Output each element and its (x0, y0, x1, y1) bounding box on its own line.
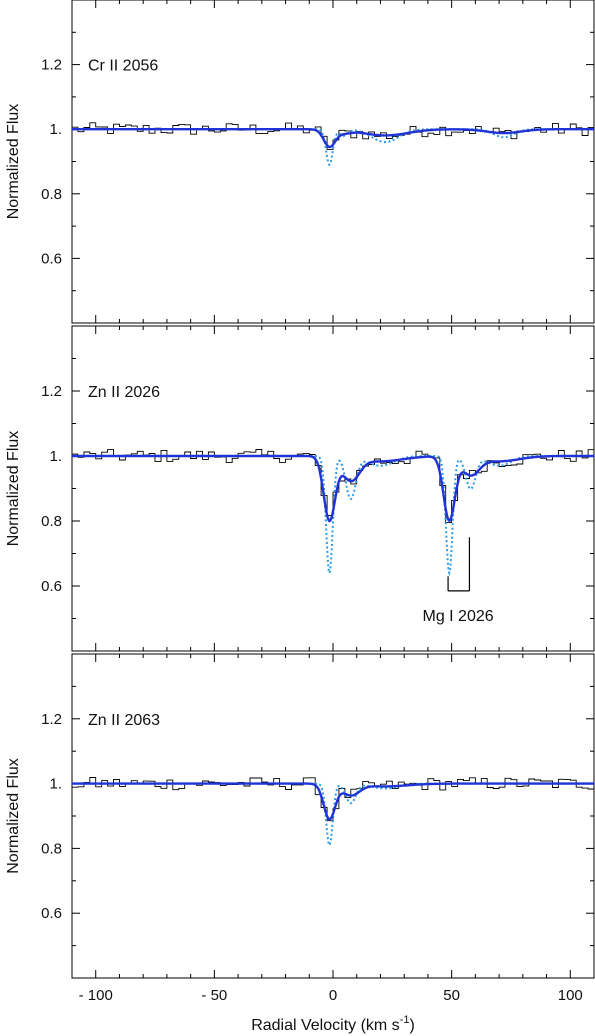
x-axis-title: Radial Velocity (km s-1) (251, 1014, 415, 1034)
panel-label: Zn II 2026 (88, 384, 160, 401)
x-tick-label: - 100 (79, 987, 113, 1004)
y-axis-title: Normalized Flux (5, 758, 22, 874)
y-tick-label: 0.8 (41, 513, 62, 530)
panel-plot-area (72, 449, 594, 577)
x-axis-title-sup: -1 (400, 1014, 410, 1026)
y-axis-title: Normalized Flux (5, 104, 22, 220)
y-tick-label: 0.6 (41, 250, 62, 267)
x-tick-label: 100 (558, 987, 583, 1004)
x-tick-label: 0 (329, 987, 337, 1004)
x-tick-label: - 50 (201, 987, 227, 1004)
panel-2: 0.6 0.8 1. 1.2 Normalized Flux Zn II 2026 Mg I… (5, 325, 595, 652)
y-tick-label: 1.2 (41, 711, 62, 728)
x-axis-title-main: Radial Velocity (km s (251, 1017, 400, 1034)
panel-plot-area (72, 122, 594, 167)
y-tick-label: 1. (49, 448, 62, 465)
panel-1: 0.6 0.8 1. 1.2 Normalized Flux Cr II 2056 (5, 0, 595, 324)
fit-model (72, 454, 594, 523)
panel-label: Zn II 2063 (88, 712, 160, 729)
y-tick-label: 1.2 (41, 383, 62, 400)
y-tick-label: 0.8 (41, 840, 62, 857)
y-tick-label: 1. (49, 121, 62, 138)
mg-annotation: Mg I 2026 (422, 608, 493, 625)
y-tick-label: 0.6 (41, 578, 62, 595)
y-tick-label: 0.8 (41, 186, 62, 203)
y-tick-label: 1. (49, 776, 62, 793)
fit-model (72, 782, 594, 821)
panel-frame (71, 0, 595, 324)
panel-label: Cr II 2056 (88, 58, 158, 75)
y-tick-label: 0.6 (41, 905, 62, 922)
panel-3: 0.6 0.8 1. 1.2 Normalized Flux Zn II 2063 - 10… (5, 653, 595, 1004)
panel-frame (71, 325, 595, 652)
fit-model (72, 127, 594, 149)
x-axis-title-close: ) (409, 1017, 414, 1034)
y-axis-title: Normalized Flux (5, 431, 22, 547)
component-model (72, 128, 594, 167)
y-tick-label: 1.2 (41, 57, 62, 74)
panel-plot-area (72, 777, 594, 848)
x-tick-label: 50 (443, 987, 460, 1004)
